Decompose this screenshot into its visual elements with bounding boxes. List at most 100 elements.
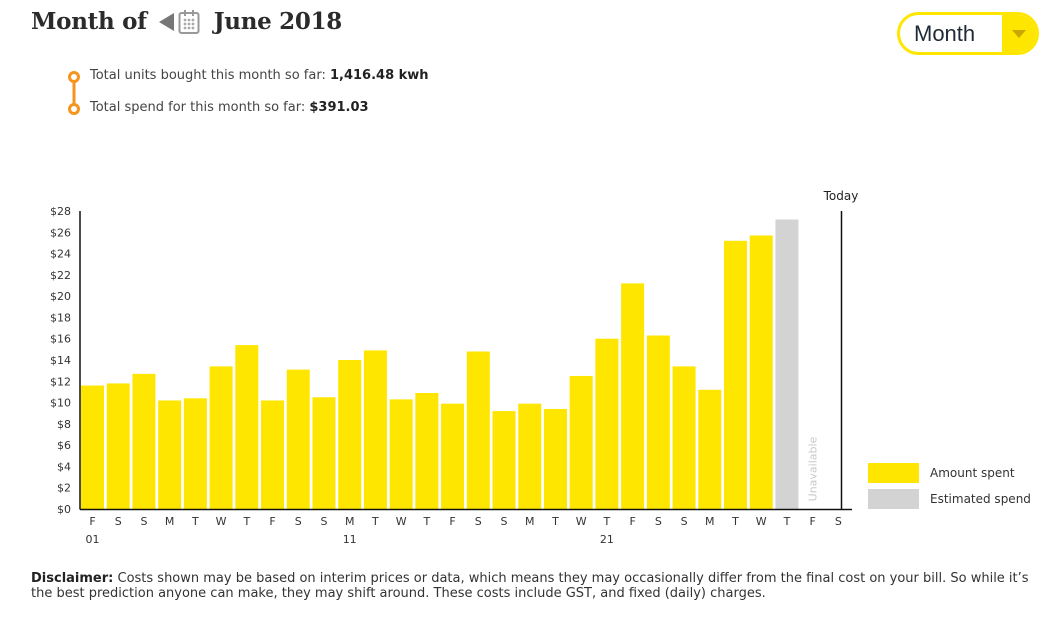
y-tick-label: $24 [50, 248, 71, 261]
bar-amount-spent [158, 400, 182, 509]
bar-estimated-spend [775, 219, 799, 509]
bar-amount-spent [543, 408, 567, 509]
timeline-icon [68, 71, 80, 115]
x-tick-label: T [191, 515, 199, 528]
chevron-down-icon [1012, 29, 1026, 38]
x-tick-label: T [731, 515, 739, 528]
x-tick-label: S [681, 515, 688, 528]
period-select[interactable]: Month [897, 12, 1039, 55]
bar-amount-spent [312, 397, 336, 509]
x-tick-label: M [525, 515, 535, 528]
period-select-toggle[interactable] [1002, 15, 1036, 52]
y-tick-label: $26 [50, 226, 71, 239]
legend-swatch-estimated [868, 489, 919, 509]
bar-amount-spent [492, 411, 516, 509]
x-tick-label: W [756, 515, 767, 528]
bar-amount-spent [389, 399, 413, 509]
x-tick-label: S [320, 515, 327, 528]
y-tick-label: $2 [57, 482, 71, 495]
bar-amount-spent [569, 375, 593, 509]
y-tick-label: $28 [50, 205, 71, 218]
x-tick-label: M [165, 515, 175, 528]
y-tick-label: $6 [57, 439, 71, 452]
y-tick-label: $0 [57, 503, 71, 516]
bar-amount-spent [261, 400, 285, 509]
x-tick-label: W [216, 515, 227, 528]
x-tick-label: F [809, 515, 815, 528]
x-date-label: 11 [343, 533, 357, 546]
disclaimer: Disclaimer: Costs shown may be based on … [31, 571, 1031, 601]
x-tick-label: F [449, 515, 455, 528]
legend-label-amount: Amount spent [930, 466, 1015, 480]
page-title: Month of June 2018 [31, 8, 342, 35]
y-tick-label: $18 [50, 311, 71, 324]
y-tick-label: $16 [50, 333, 71, 346]
spend-value: $391.03 [309, 100, 369, 115]
triangle-left-icon[interactable] [158, 12, 174, 31]
x-tick-label: T [422, 515, 430, 528]
bar-amount-spent [749, 235, 773, 509]
x-tick-label: S [140, 515, 147, 528]
bar-amount-spent [132, 373, 156, 509]
x-tick-label: T [371, 515, 379, 528]
legend-swatch-amount [868, 463, 919, 483]
bar-amount-spent [338, 360, 362, 509]
bar-amount-spent [621, 283, 645, 509]
x-tick-label: T [783, 515, 791, 528]
legend-estimated-spend: Estimated spend [868, 489, 1031, 509]
x-tick-label: M [705, 515, 715, 528]
disclaimer-label: Disclaimer: [31, 571, 114, 586]
bar-amount-spent [724, 240, 747, 510]
bar-amount-spent [235, 345, 259, 509]
units-stat: Total units bought this month so far: 1,… [90, 68, 429, 83]
units-label: Total units bought this month so far: [90, 68, 330, 83]
x-tick-label: W [576, 515, 587, 528]
bar-amount-spent [466, 351, 490, 509]
spend-stat: Total spend for this month so far: $391.… [90, 100, 369, 115]
bar-amount-spent [106, 383, 130, 509]
y-tick-label: $12 [50, 375, 71, 388]
x-tick-label: W [396, 515, 407, 528]
spend-label: Total spend for this month so far: [90, 100, 310, 115]
legend-amount-spent: Amount spent [868, 463, 1015, 483]
unavailable-label: Unavailable [807, 436, 820, 501]
legend-label-estimated: Estimated spend [930, 492, 1031, 506]
title-prefix: Month of [31, 8, 147, 35]
y-tick-label: $22 [50, 269, 71, 282]
x-tick-label: S [655, 515, 662, 528]
x-tick-label: T [242, 515, 250, 528]
x-tick-label: S [475, 515, 482, 528]
bar-amount-spent [81, 385, 104, 509]
bar-amount-spent [363, 350, 387, 509]
bar-amount-spent [209, 366, 233, 509]
x-tick-label: S [501, 515, 508, 528]
y-tick-label: $10 [50, 397, 71, 410]
spend-chart: $0 $2 $4 $6 $8 $10 $12 $14 $16 $18 $20 $22 $24 $26 $28… [50, 189, 859, 546]
period-select-value: Month [914, 20, 976, 46]
x-tick-label: S [835, 515, 842, 528]
x-tick-label: F [89, 515, 95, 528]
disclaimer-text: Costs shown may be based on interim pric… [31, 571, 1029, 601]
calendar-icon[interactable] [178, 9, 200, 35]
today-label: Today [823, 189, 859, 203]
y-tick-label: $4 [57, 460, 71, 473]
bar-amount-spent [518, 403, 542, 509]
bar-amount-spent [698, 389, 722, 509]
x-tick-label: T [603, 515, 611, 528]
x-tick-label: M [345, 515, 355, 528]
bar-amount-spent [415, 392, 439, 509]
bar-amount-spent [595, 338, 619, 509]
bar-amount-spent [441, 403, 465, 509]
bar-amount-spent [286, 369, 310, 509]
bar-amount-spent [672, 366, 696, 509]
bar-amount-spent [646, 335, 670, 509]
x-tick-label: F [269, 515, 275, 528]
units-value: 1,416.48 kwh [329, 68, 429, 83]
y-tick-label: $14 [50, 354, 71, 367]
x-tick-label: S [115, 515, 122, 528]
x-date-label: 21 [600, 533, 614, 546]
x-date-label: 01 [86, 533, 100, 546]
x-tick-label: F [629, 515, 635, 528]
title-month: June 2018 [213, 8, 343, 35]
y-tick-label: $20 [50, 290, 71, 303]
